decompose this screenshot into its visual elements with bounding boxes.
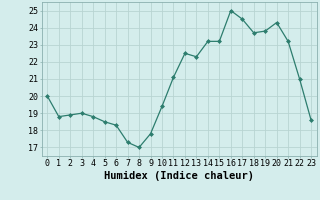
X-axis label: Humidex (Indice chaleur): Humidex (Indice chaleur) [104,171,254,181]
